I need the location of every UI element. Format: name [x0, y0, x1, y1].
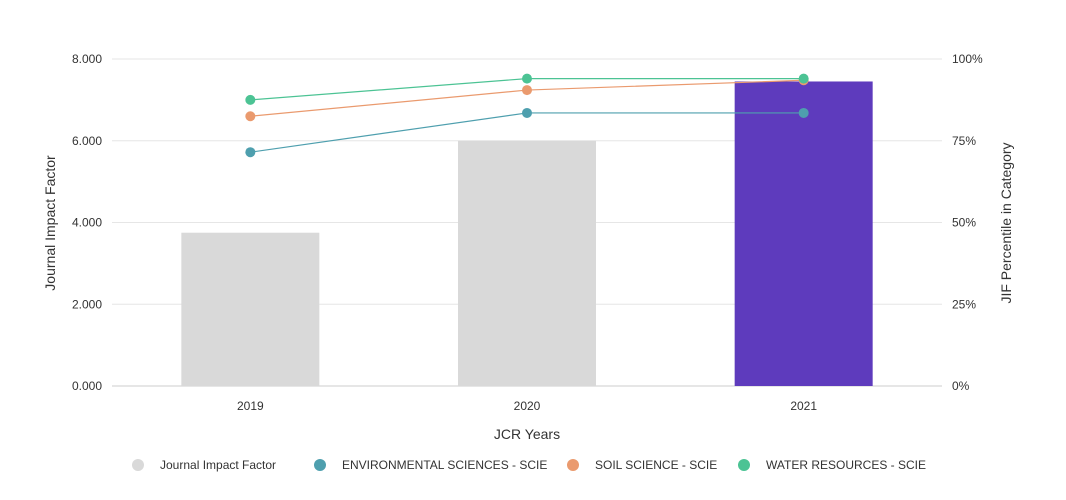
y-tick-label: 6.000 — [72, 134, 102, 148]
data-point — [798, 107, 809, 118]
legend-label: ENVIRONMENTAL SCIENCES - SCIE — [342, 458, 547, 472]
legend-marker — [314, 459, 326, 471]
data-point — [522, 73, 532, 84]
y2-axis-title: JIF Percentile in Category — [998, 142, 1014, 303]
x-tick-label: 2021 — [790, 399, 817, 413]
bar — [181, 232, 320, 386]
data-point — [522, 107, 532, 118]
bars — [181, 81, 873, 386]
y2-tick-label: 25% — [952, 297, 976, 311]
data-point — [245, 147, 256, 158]
legend-marker — [738, 459, 750, 471]
x-axis-title: JCR Years — [494, 426, 560, 442]
bar — [458, 140, 596, 386]
y-tick-label: 4.000 — [72, 216, 102, 230]
y2-tick-label: 0% — [952, 379, 970, 393]
legend-label: Journal Impact Factor — [160, 458, 276, 472]
percentile-lines — [245, 73, 809, 158]
y2-tick-label: 50% — [952, 216, 976, 230]
x-tick-label: 2019 — [237, 399, 264, 413]
data-point — [522, 85, 532, 96]
legend-marker — [132, 459, 144, 471]
y-tick-label: 8.000 — [72, 52, 102, 66]
x-tick-label: 2020 — [514, 399, 541, 413]
y-tick-label: 0.000 — [72, 379, 102, 393]
legend: Journal Impact Factor ENVIRONMENTAL SCIEN… — [132, 458, 926, 472]
y2-tick-label: 100% — [952, 52, 983, 66]
data-point — [798, 73, 809, 84]
legend-label: WATER RESOURCES - SCIE — [766, 458, 926, 472]
data-point — [245, 94, 256, 105]
data-point — [245, 111, 256, 122]
y-tick-label: 2.000 — [72, 297, 102, 311]
legend-marker — [567, 459, 579, 471]
bar — [734, 81, 873, 386]
legend-label: SOIL SCIENCE - SCIE — [595, 458, 717, 472]
axis-ticks: 0.000 0% 2.000 25% 4.000 50% 6.000 75% 8.000 100%… — [72, 52, 983, 413]
y-axis-title: Journal Impact Factor — [42, 155, 58, 291]
y2-tick-label: 75% — [952, 134, 976, 148]
